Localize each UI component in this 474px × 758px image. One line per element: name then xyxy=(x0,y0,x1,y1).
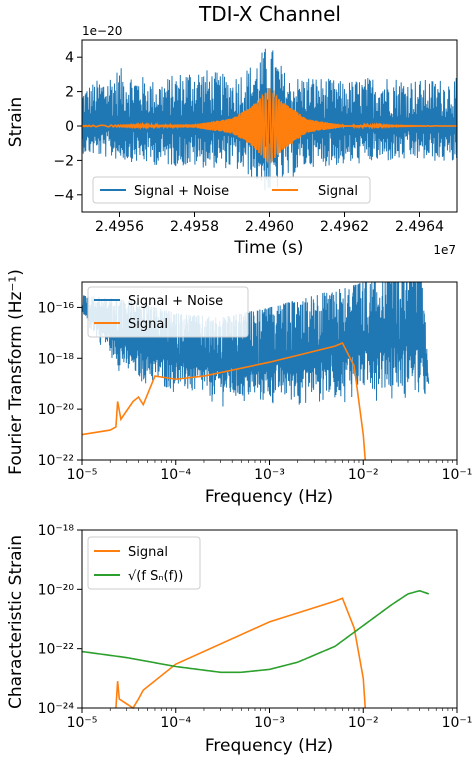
legend-1: Signal + Noise Signal xyxy=(92,176,371,204)
plot-area-1 xyxy=(81,48,458,191)
y-axis-label-1: Strain xyxy=(6,97,26,147)
plot-area-2 xyxy=(81,281,430,461)
x-tick-label-1: 2.4956 xyxy=(95,219,144,235)
plot-frame-1 xyxy=(81,39,458,213)
legend-label-signal-noise-2: Signal + Noise xyxy=(128,294,223,309)
legend-label-signal-3: Signal xyxy=(128,545,168,560)
y-tick-label-3: 10⁻¹⁸ xyxy=(38,523,75,539)
legend-2: Signal + Noise Signal xyxy=(87,286,249,338)
x-tick-label-3: 10⁻² xyxy=(348,715,379,731)
y-tick-label-1: 4 xyxy=(65,50,74,66)
x-tick-label-1: 2.4962 xyxy=(320,219,369,235)
x-tick-label-2: 10⁻¹ xyxy=(442,467,473,483)
axis-ticks-1: 2.4956 2.4958 2.4960 2.4962 2.4964 −4 −2 0 2 4 xyxy=(53,50,444,235)
x-tick-label-3: 10⁻³ xyxy=(254,715,285,731)
plot-frame-3 xyxy=(81,529,458,709)
x-axis-label-3: Frequency (Hz) xyxy=(205,736,333,756)
legend-label-signal-1: Signal xyxy=(318,184,358,199)
x-tick-label-1: 2.4964 xyxy=(395,219,444,235)
legend-box-2 xyxy=(87,286,249,338)
y-axis-label-2: Fourier Transform (Hz⁻¹) xyxy=(6,269,26,475)
y-tick-label-1: 2 xyxy=(65,85,74,101)
x-offset-label-1: 1e7 xyxy=(433,243,456,257)
y-offset-label-1: 1e−20 xyxy=(82,24,122,38)
x-tick-label-2: 10⁻⁴ xyxy=(160,467,191,483)
x-tick-label-1: 2.4958 xyxy=(170,219,219,235)
axis-ticks-2: 10⁻⁵ 10⁻⁴ 10⁻³ 10⁻² 10⁻¹ 10⁻²² 10⁻²⁰ 10⁻¹⁸ 10⁻¹⁶ xyxy=(38,300,473,483)
y-tick-label-1: 0 xyxy=(65,119,74,135)
y-tick-label-1: −4 xyxy=(53,188,74,204)
series-signal-noise-2 xyxy=(81,281,430,407)
y-tick-label-2: 10⁻¹⁶ xyxy=(38,300,75,316)
y-axis-label-3: Characteristic Strain xyxy=(6,535,26,709)
y-tick-label-3: 10⁻²⁰ xyxy=(38,582,75,598)
chart-title: TDI-X Channel xyxy=(198,2,341,26)
x-tick-label-1: 2.4960 xyxy=(245,219,294,235)
series-signal-2 xyxy=(81,341,367,461)
plot-area-3 xyxy=(81,590,430,710)
y-tick-label-1: −2 xyxy=(53,153,74,169)
x-tick-label-2: 10⁻³ xyxy=(254,467,285,483)
y-tick-label-2: 10⁻¹⁸ xyxy=(38,351,75,367)
x-axis-label-2: Frequency (Hz) xyxy=(205,487,333,507)
legend-box-1 xyxy=(92,176,371,204)
legend-label-signal-noise-1: Signal + Noise xyxy=(134,184,229,199)
series-sensitivity-3 xyxy=(81,590,430,674)
series-signal-1 xyxy=(81,88,457,165)
x-tick-label-2: 10⁻⁵ xyxy=(67,467,98,483)
series-signal-noise-1 xyxy=(81,48,458,191)
legend-3: Signal √(f Sₙ(f)) xyxy=(87,536,201,590)
plot-frame-2 xyxy=(81,281,458,461)
x-axis-label-1: Time (s) xyxy=(233,238,303,258)
y-tick-label-2: 10⁻²² xyxy=(38,453,74,469)
x-tick-label-2: 10⁻² xyxy=(348,467,379,483)
y-tick-label-3: 10⁻²² xyxy=(38,642,74,658)
x-tick-label-3: 10⁻⁴ xyxy=(160,715,191,731)
x-tick-label-3: 10⁻⁵ xyxy=(67,715,98,731)
x-tick-label-3: 10⁻¹ xyxy=(442,715,473,731)
legend-label-signal-2: Signal xyxy=(128,317,168,332)
series-signal-3 xyxy=(115,597,367,710)
y-tick-label-2: 10⁻²⁰ xyxy=(38,402,75,418)
y-tick-label-3: 10⁻²⁴ xyxy=(38,701,75,717)
legend-label-sensitivity-3: √(f Sₙ(f)) xyxy=(128,569,183,584)
